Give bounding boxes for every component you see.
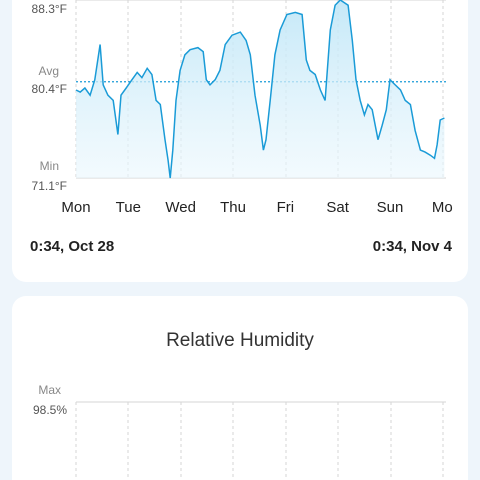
y-tick-label: 88.3°F bbox=[32, 2, 67, 16]
end-time: 0:34, Nov 4 bbox=[373, 238, 453, 255]
x-tick-label: Fri bbox=[277, 199, 295, 216]
temperature-chart: 88.3°F 80.4°F Avg 71.1°F Min Mon Tue Wed Thu Fri S… bbox=[32, 0, 453, 216]
max-label: Max bbox=[38, 383, 61, 397]
humidity-card bbox=[12, 296, 468, 480]
y-tick-label: 71.1°F bbox=[32, 179, 67, 193]
x-tick-label: Mon bbox=[61, 199, 90, 216]
x-tick-label: Sun bbox=[377, 199, 404, 216]
x-tick-label: Thu bbox=[220, 199, 246, 216]
x-tick-label: Mo bbox=[432, 199, 453, 216]
humidity-title: Relative Humidity bbox=[166, 330, 314, 351]
humidity-chart: Max 98.5% bbox=[33, 383, 446, 480]
temperature-line bbox=[75, 0, 445, 179]
y-tick-label: 98.5% bbox=[33, 403, 67, 417]
avg-label: Avg bbox=[39, 64, 59, 78]
min-label: Min bbox=[40, 159, 59, 173]
start-time: 0:34, Oct 28 bbox=[30, 238, 114, 255]
x-tick-label: Wed bbox=[165, 199, 196, 216]
x-tick-label: Sat bbox=[326, 199, 349, 216]
x-tick-label: Tue bbox=[116, 199, 141, 216]
y-tick-label: 80.4°F bbox=[32, 82, 67, 96]
